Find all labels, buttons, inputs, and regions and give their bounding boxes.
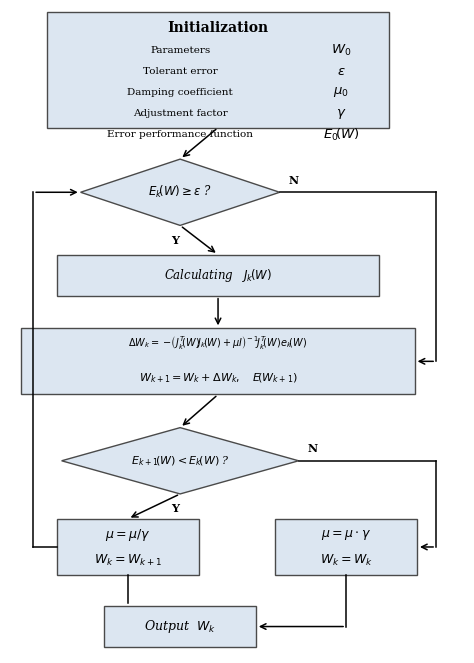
Text: Initialization: Initialization <box>167 21 269 35</box>
Text: $E_0\!\left(W\right)$: $E_0\!\left(W\right)$ <box>323 127 360 143</box>
Polygon shape <box>81 159 280 225</box>
FancyBboxPatch shape <box>275 518 417 575</box>
Text: Y: Y <box>172 503 179 514</box>
Text: $W_{k+1}=W_k+\Delta W_k,\quad E\!\left(W_{k+1}\right)$: $W_{k+1}=W_k+\Delta W_k,\quad E\!\left(W… <box>139 372 297 385</box>
Text: $\Delta W_k=-\!\left(J_k^T\!\left(W\right)\!J_k\!\left(W\right)+\mu I\right)^{\!: $\Delta W_k=-\!\left(J_k^T\!\left(W\righ… <box>128 334 308 351</box>
Text: $\gamma$: $\gamma$ <box>336 107 346 121</box>
Text: Output  $W_k$: Output $W_k$ <box>144 618 216 635</box>
FancyBboxPatch shape <box>21 328 415 394</box>
Text: $\mu_0$: $\mu_0$ <box>333 86 349 99</box>
Text: $\it{W}_0$: $\it{W}_0$ <box>331 42 351 58</box>
Text: Tolerant error: Tolerant error <box>143 67 218 76</box>
Polygon shape <box>62 428 299 494</box>
Text: N: N <box>289 175 299 186</box>
Text: Error performance function: Error performance function <box>107 131 253 139</box>
Text: Calculating   $J_k\!\left(W\right)$: Calculating $J_k\!\left(W\right)$ <box>164 267 272 284</box>
FancyBboxPatch shape <box>57 255 379 296</box>
FancyBboxPatch shape <box>104 606 256 647</box>
Text: $\mu=\mu/\gamma$: $\mu=\mu/\gamma$ <box>105 527 151 543</box>
Text: $W_k=W_k$: $W_k=W_k$ <box>319 553 373 568</box>
Text: Damping coefficient: Damping coefficient <box>127 88 233 97</box>
Text: $\varepsilon$: $\varepsilon$ <box>337 65 346 78</box>
Text: $E_k\!\left(W\right)\geq\varepsilon\;$?: $E_k\!\left(W\right)\geq\varepsilon\;$? <box>148 184 212 200</box>
Text: N: N <box>308 444 318 454</box>
Text: $\mu=\mu\cdot\gamma$: $\mu=\mu\cdot\gamma$ <box>321 528 371 542</box>
Text: Y: Y <box>172 235 179 245</box>
Text: $E_{k+1}\!\left(W\right)<E_k\!\left(W\right)\;$?: $E_{k+1}\!\left(W\right)<E_k\!\left(W\ri… <box>131 454 229 467</box>
Text: $W_k=W_{k+1}$: $W_k=W_{k+1}$ <box>94 553 162 568</box>
Text: Parameters: Parameters <box>150 46 210 54</box>
FancyBboxPatch shape <box>47 12 389 127</box>
FancyBboxPatch shape <box>57 518 199 575</box>
Text: Adjustment factor: Adjustment factor <box>133 109 228 118</box>
